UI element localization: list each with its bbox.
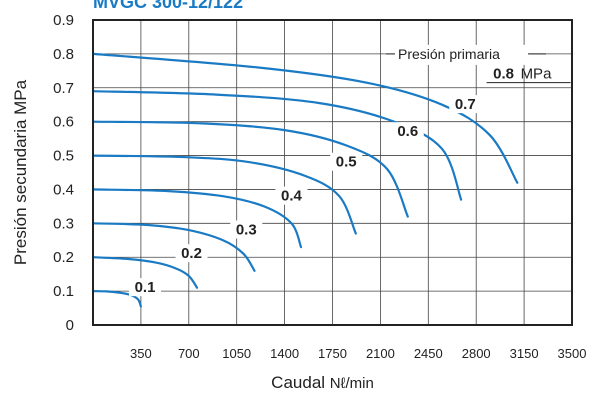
- series-label-0-1: 0.1: [135, 279, 156, 296]
- series-label-0-4: 0.4: [281, 188, 303, 205]
- series-label-0-5: 0.5: [336, 154, 357, 171]
- x-tick-label: 700: [178, 346, 200, 361]
- x-tick-label: 3500: [558, 346, 587, 361]
- series-label-bg: [175, 244, 208, 263]
- x-tick-label: 350: [130, 346, 152, 361]
- series-label-0-8: 0.8: [493, 66, 514, 83]
- legend: Presión primaria: [386, 44, 546, 65]
- y-tick-label: 0.5: [53, 148, 74, 165]
- x-tick-label: 1750: [318, 346, 347, 361]
- y-tick-label: 0.3: [53, 215, 74, 232]
- series-label-bg: [129, 278, 162, 297]
- series-label-bg: [230, 220, 263, 239]
- series-label-0-7: 0.7: [455, 96, 476, 113]
- chart-title: MVGC 300-12/122: [93, 0, 243, 12]
- y-tick-label: 0.1: [53, 283, 74, 300]
- x-tick-label: 1400: [270, 346, 299, 361]
- curve-0-1: [91, 290, 142, 308]
- curve-0-2: [91, 256, 199, 289]
- curve-0-3: [91, 222, 256, 272]
- x-tick-label: 3150: [510, 346, 539, 361]
- x-tick-label: 2450: [414, 346, 443, 361]
- x-axis-title-unit: Nℓ/min: [330, 375, 374, 392]
- series-label-0-3: 0.3: [236, 222, 257, 239]
- legend-label: Presión primaria: [398, 46, 500, 62]
- series-label-bg: [391, 122, 424, 141]
- y-tick-label: 0.8: [53, 46, 74, 63]
- series-label-bg: [487, 64, 520, 83]
- curve-0-6: [91, 120, 409, 218]
- plot-frame: [92, 19, 573, 326]
- x-tick-labels: 350 700 1050 1400 1750 2100 2450 2800 3150 3500: [130, 346, 586, 361]
- unit-label: MPa: [521, 66, 553, 83]
- x-axis-title: Caudal Nℓ/min: [271, 373, 374, 392]
- y-tick-label: 0.9: [53, 12, 74, 29]
- x-tick-label: 1050: [222, 346, 251, 361]
- y-tick-label: 0.7: [53, 80, 74, 97]
- curve-0-4: [91, 188, 303, 249]
- series-label-0-6: 0.6: [397, 123, 418, 140]
- series-label-bg: [330, 152, 363, 171]
- series-label-0-2: 0.2: [181, 245, 202, 262]
- x-tick-label: 2100: [366, 346, 395, 361]
- pressure-curves: [91, 52, 519, 308]
- y-tick-label: 0: [66, 317, 74, 334]
- y-axis-title: Presión secundaria MPa: [11, 79, 30, 265]
- curve-0-8: [91, 52, 519, 184]
- series-label-bg: [449, 95, 482, 114]
- y-tick-labels: 0 0.1 0.2 0.3 0.4 0.5 0.6 0.7 0.8 0.9: [53, 12, 74, 334]
- x-tick-label: 2800: [462, 346, 491, 361]
- series-labels: 0.1 0.2 0.3 0.4 0.5 0.6 0.7 0.8: [129, 64, 520, 297]
- y-tick-label: 0.4: [53, 181, 74, 198]
- y-tick-label: 0.2: [53, 249, 74, 266]
- curve-0-7: [91, 90, 463, 201]
- y-tick-label: 0.6: [53, 114, 74, 131]
- x-axis-title-main: Caudal: [271, 373, 325, 392]
- curve-0-5: [91, 154, 357, 235]
- legend-background: [394, 44, 530, 65]
- series-label-bg: [275, 186, 308, 205]
